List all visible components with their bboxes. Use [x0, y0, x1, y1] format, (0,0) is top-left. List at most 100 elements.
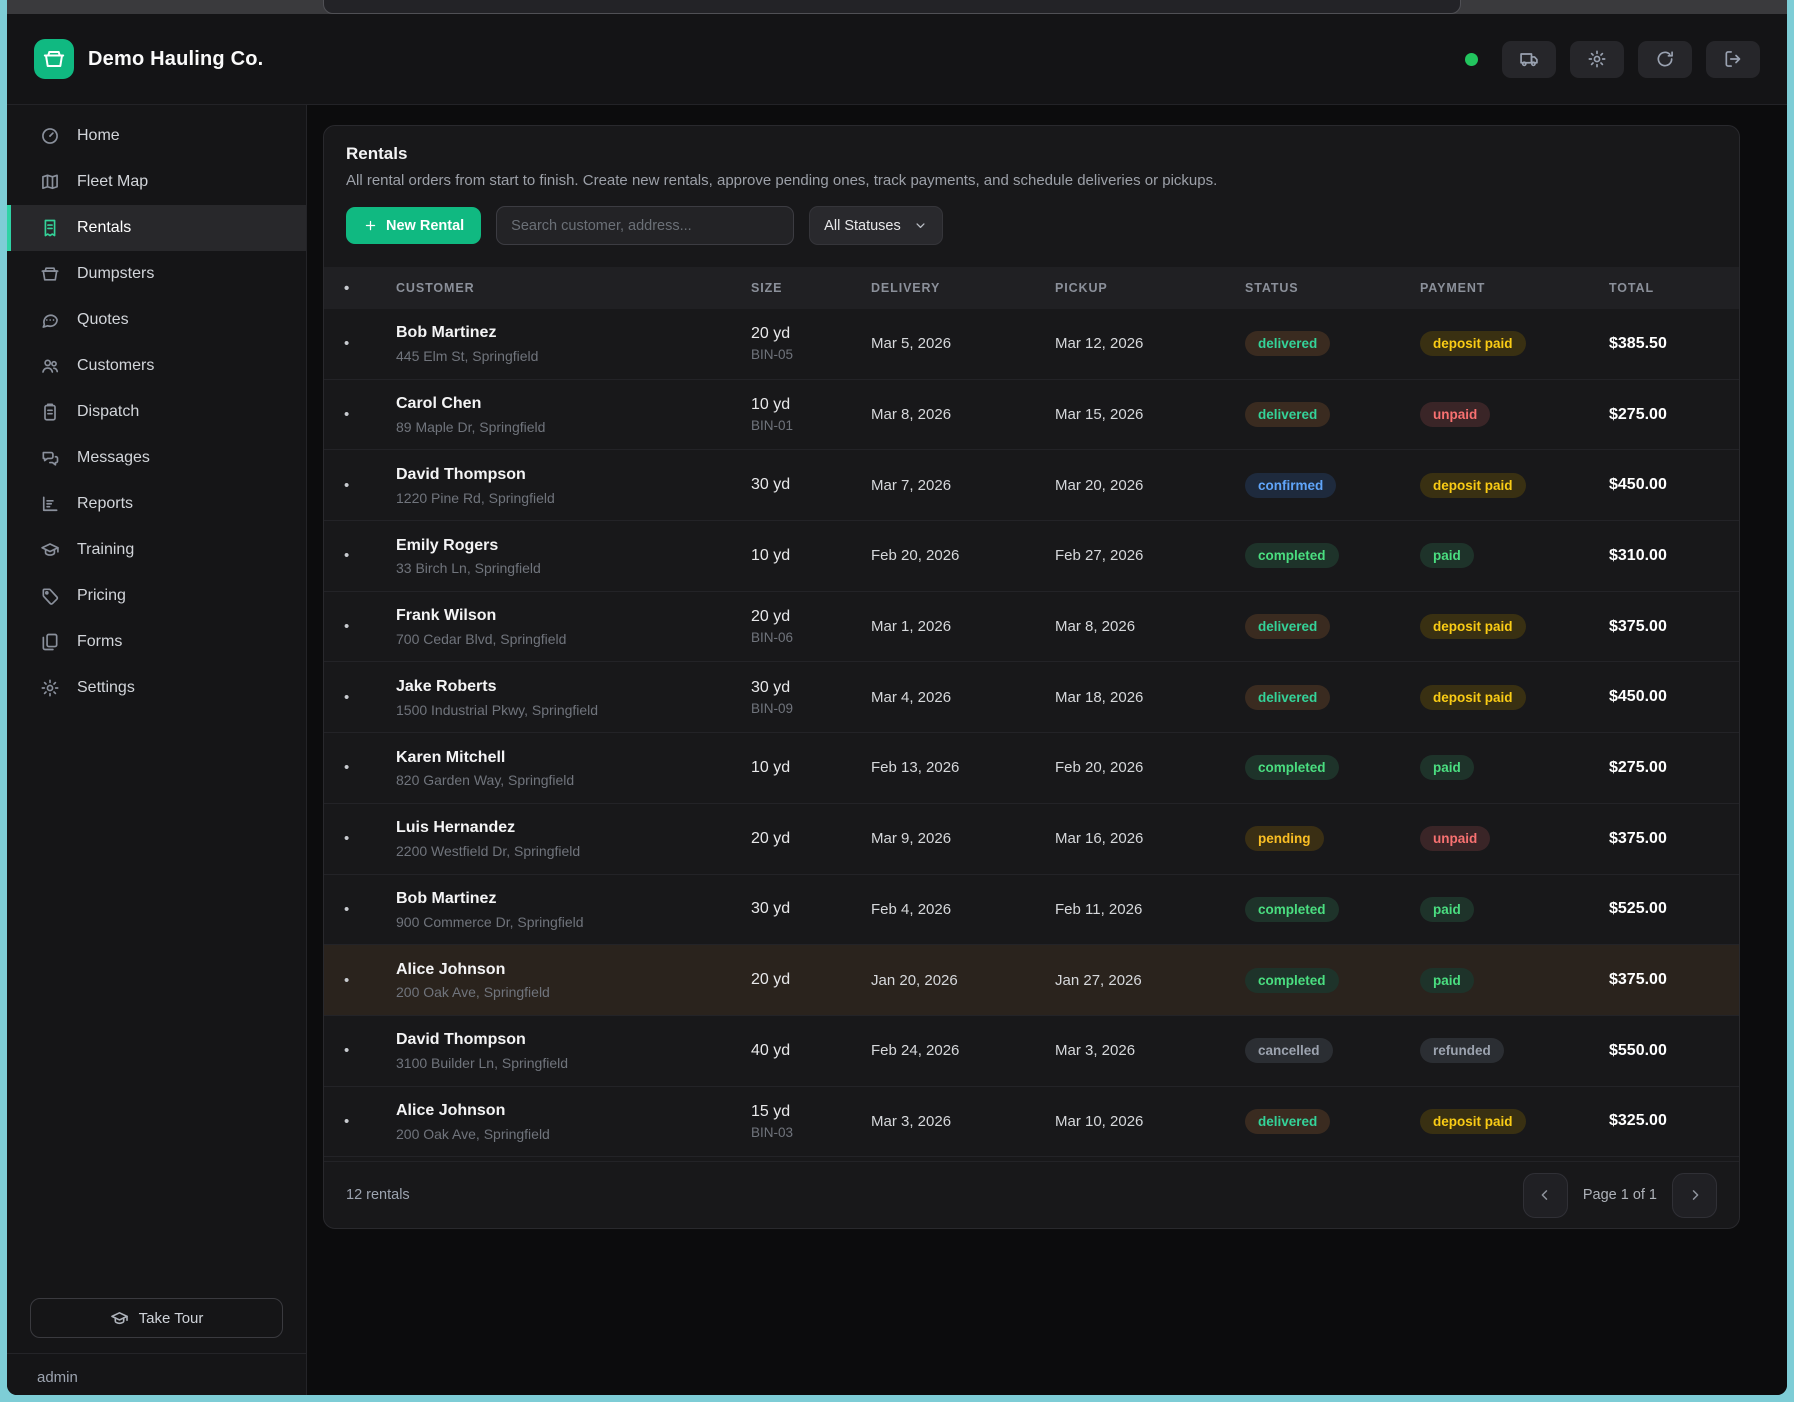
table-row[interactable]: • Alice Johnson 200 Oak Ave, Springfield 15… — [324, 1087, 1739, 1158]
customer-address: 900 Commerce Dr, Springfield — [396, 913, 584, 930]
delivery-date: Mar 3, 2026 — [871, 1112, 952, 1130]
prev-page-button[interactable] — [1522, 1172, 1568, 1218]
size-value: 15 yd — [751, 1102, 791, 1120]
sidebar-item-rentals[interactable]: Rentals — [7, 205, 306, 251]
customer-cell: Alice Johnson 200 Oak Ave, Springfield — [396, 1101, 751, 1142]
take-tour-button[interactable]: Take Tour — [30, 1298, 283, 1338]
chart-icon — [40, 494, 60, 514]
online-status-dot — [1465, 52, 1478, 66]
page-subtitle: All rental orders from start to finish. … — [346, 172, 1218, 189]
row-dot-icon: • — [344, 830, 350, 848]
customer-cell: Alice Johnson 200 Oak Ave, Springfield — [396, 960, 751, 1001]
clipboard-icon — [40, 402, 60, 422]
sidebar-item-forms[interactable]: Forms — [7, 619, 306, 665]
sidebar-item-customers[interactable]: Customers — [7, 343, 306, 389]
size-cell: 30 yd — [751, 900, 871, 918]
row-dot-icon: • — [344, 688, 350, 706]
sidebar-item-pricing[interactable]: Pricing — [7, 573, 306, 619]
total-amount: $375.00 — [1609, 971, 1667, 989]
sidebar-item-training[interactable]: Training — [7, 527, 306, 573]
table-row[interactable]: • Luis Hernandez 2200 Westfield Dr, Spring… — [324, 804, 1739, 875]
row-dot-icon: • — [344, 476, 350, 494]
refresh-button[interactable] — [1638, 40, 1692, 78]
size-value: 20 yd — [751, 971, 791, 989]
status-filter-select[interactable]: All Statuses — [809, 206, 943, 245]
status-badge: confirmed — [1245, 472, 1337, 498]
total-amount: $385.50 — [1609, 334, 1667, 352]
total-amount: $275.00 — [1609, 405, 1667, 423]
sidebar-item-label: Quotes — [77, 311, 129, 328]
table-row[interactable]: • Jake Roberts 1500 Industrial Pkwy, Sprin… — [324, 662, 1739, 734]
total-amount: $375.00 — [1609, 829, 1667, 847]
sidebar-item-label: Pricing — [77, 587, 126, 604]
payment-cell: paid — [1420, 755, 1609, 781]
customer-address: 1500 Industrial Pkwy, Springfield — [396, 701, 599, 718]
table-row[interactable]: • Karen Mitchell 820 Garden Way, Springfie… — [324, 733, 1739, 804]
sidebar-item-messages[interactable]: Messages — [7, 435, 306, 481]
customer-address: 445 Elm St, Springfield — [396, 348, 539, 365]
page-title: Rentals — [346, 144, 408, 163]
delivery-date: Mar 5, 2026 — [871, 335, 952, 353]
table-header-row: • CUSTOMER SIZE DELIVERY PICKUP STATUS P… — [324, 267, 1739, 309]
sidebar-item-reports[interactable]: Reports — [7, 481, 306, 527]
col-pickup: PICKUP — [1055, 281, 1108, 295]
delivery-date: Mar 8, 2026 — [871, 406, 952, 424]
table-row[interactable]: • Bob Martinez 900 Commerce Dr, Springfiel… — [324, 875, 1739, 946]
total-amount: $450.00 — [1609, 688, 1667, 706]
size-value: 10 yd — [751, 758, 791, 776]
company-logo — [34, 39, 74, 79]
bin-id: BIN-09 — [751, 700, 794, 716]
payment-badge: unpaid — [1420, 402, 1491, 428]
new-rental-button[interactable]: New Rental — [346, 207, 482, 244]
total-amount: $550.00 — [1609, 1041, 1667, 1059]
pickup-date: Feb 27, 2026 — [1055, 547, 1144, 565]
table-row[interactable]: • Alice Johnson 200 Oak Ave, Springfield 20… — [324, 945, 1739, 1016]
next-page-button[interactable] — [1672, 1172, 1717, 1218]
gear-icon — [1587, 49, 1607, 69]
fleet-button[interactable] — [1502, 40, 1556, 78]
table-row[interactable]: • David Thompson 1220 Pine Rd, Springfield… — [324, 450, 1739, 522]
pickup-date: Mar 12, 2026 — [1055, 335, 1144, 353]
refresh-icon — [1655, 49, 1675, 69]
sidebar-item-quotes[interactable]: Quotes — [7, 297, 306, 343]
browser-chrome-strip — [7, 0, 1787, 14]
payment-cell: deposit paid — [1420, 331, 1609, 357]
table-row[interactable]: • Bob Martinez 445 Elm St, Springfield 20 y… — [324, 309, 1739, 380]
table-row[interactable]: • Emily Rogers 33 Birch Ln, Springfield 10 … — [324, 521, 1739, 592]
bin-id: BIN-05 — [751, 347, 794, 363]
logged-in-user: admin — [37, 1369, 78, 1386]
table-row[interactable]: • Carol Chen 89 Maple Dr, Springfield 10 yd… — [324, 380, 1739, 451]
sidebar: Home Fleet Map Rentals Dumpsters Quotes Custo… — [7, 105, 307, 1395]
sidebar-item-dumpsters[interactable]: Dumpsters — [7, 251, 306, 297]
delivery-date: Mar 1, 2026 — [871, 618, 952, 636]
pickup-date: Jan 27, 2026 — [1055, 971, 1142, 989]
status-badge: delivered — [1245, 1108, 1331, 1134]
customer-name: David Thompson — [396, 465, 526, 483]
logout-button[interactable] — [1706, 40, 1760, 78]
pickup-date: Mar 10, 2026 — [1055, 1112, 1144, 1130]
col-total: TOTAL — [1609, 281, 1655, 295]
payment-cell: deposit paid — [1420, 684, 1609, 710]
status-badge: completed — [1245, 896, 1339, 922]
search-input[interactable] — [496, 206, 795, 245]
status-badge: completed — [1245, 755, 1339, 781]
customer-name: Bob Martinez — [396, 889, 497, 907]
total-amount: $275.00 — [1609, 758, 1667, 776]
size-value: 30 yd — [751, 678, 791, 696]
table-row[interactable]: • David Thompson 3100 Builder Ln, Springfi… — [324, 1016, 1739, 1087]
status-cell: delivered — [1245, 402, 1420, 428]
sidebar-item-fleet-map[interactable]: Fleet Map — [7, 159, 306, 205]
sidebar-item-settings[interactable]: Settings — [7, 665, 306, 711]
sidebar-item-label: Settings — [77, 679, 135, 696]
table-row[interactable]: • Frank Wilson 700 Cedar Blvd, Springfield… — [324, 592, 1739, 663]
table-footer: 12 rentals Page 1 of 1 — [324, 1161, 1739, 1228]
status-badge: delivered — [1245, 684, 1331, 710]
settings-button[interactable] — [1570, 40, 1624, 78]
sidebar-item-home[interactable]: Home — [7, 113, 306, 159]
sidebar-item-dispatch[interactable]: Dispatch — [7, 389, 306, 435]
bin-id: BIN-06 — [751, 630, 794, 646]
customer-address: 200 Oak Ave, Springfield — [396, 984, 550, 1001]
customer-name: Frank Wilson — [396, 607, 497, 625]
payment-cell: unpaid — [1420, 402, 1609, 428]
customer-name: Karen Mitchell — [396, 748, 506, 766]
